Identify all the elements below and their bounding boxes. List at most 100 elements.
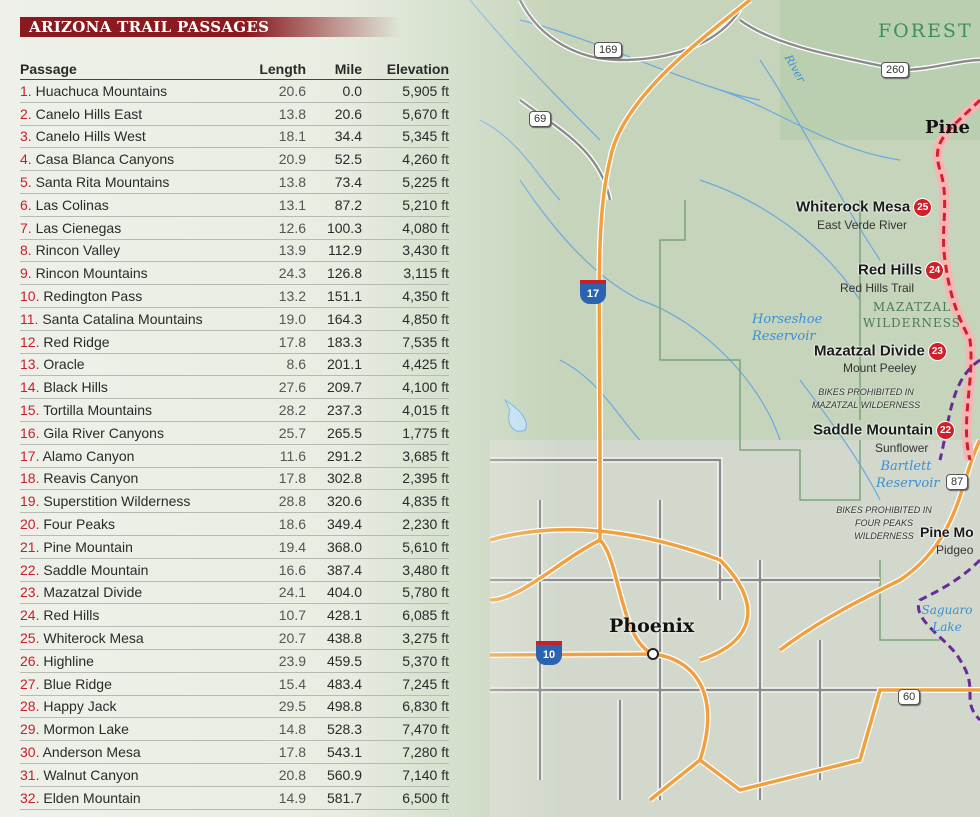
- mile-cell: 498.8: [306, 695, 362, 719]
- length-cell: 8.6: [246, 353, 306, 377]
- passage-cell: 31. Walnut Canyon: [20, 763, 246, 787]
- elevation-cell: 5,610 ft: [362, 535, 449, 559]
- forest-label: FOREST: [878, 20, 973, 42]
- route-69-shield: 69: [529, 111, 552, 127]
- route-87-shield: 87: [946, 474, 969, 490]
- table-row: 15. Tortilla Mountains 28.2 237.3 4,015 ft: [20, 398, 449, 422]
- mile-cell: 183.3: [306, 330, 362, 354]
- bartlett-reservoir-label: Bartlett Reservoir: [876, 459, 940, 491]
- passage-name: Alamo Canyon: [42, 447, 135, 464]
- mile-cell: 459.5: [306, 649, 362, 673]
- passage-cell: 28. Happy Jack: [20, 695, 246, 719]
- elevation-cell: 3,685 ft: [362, 444, 449, 468]
- passage-number: 1.: [20, 82, 32, 99]
- passage-cell: 8. Rincon Valley: [20, 239, 246, 263]
- passage-number: 12.: [20, 333, 40, 350]
- trailhead-mazatzal-divide[interactable]: Mazatzal Divide 23: [814, 342, 947, 361]
- mile-cell: 126.8: [306, 261, 362, 286]
- elevation-cell: 6,500 ft: [362, 786, 449, 810]
- passage-number: 5.: [20, 174, 32, 191]
- trailhead-saddle-mountain[interactable]: Saddle Mountain 22: [813, 421, 955, 440]
- passage-number: 24.: [20, 607, 40, 624]
- mile-cell: 100.3: [306, 216, 362, 240]
- passage-number: 17.: [20, 447, 40, 464]
- interstate-17-shield: 17: [580, 280, 606, 304]
- length-cell: 18.1: [246, 125, 306, 149]
- trailhead-whiterock-mesa[interactable]: Whiterock Mesa 25: [796, 198, 933, 217]
- elevation-cell: 3,480 ft: [362, 558, 449, 582]
- elevation-cell: 1,775 ft: [362, 421, 449, 445]
- mile-cell: 528.3: [306, 717, 362, 742]
- passage-cell: 17. Alamo Canyon: [20, 444, 246, 468]
- phoenix-city-dot: [647, 648, 659, 660]
- passage-number: 18.: [20, 470, 40, 487]
- elevation-cell: 7,245 ft: [362, 672, 449, 696]
- length-cell: 25.7: [246, 421, 306, 445]
- passage-cell: 24. Red Hills: [20, 603, 246, 628]
- passage-number: 25.: [20, 630, 40, 647]
- length-cell: 10.7: [246, 603, 306, 628]
- passage-name: Walnut Canyon: [43, 766, 139, 783]
- table-row: 7. Las Cienegas 12.6 100.3 4,080 ft: [20, 216, 449, 240]
- passage-name: Red Ridge: [43, 333, 110, 350]
- alternate-route: [916, 358, 980, 722]
- mile-cell: 265.5: [306, 421, 362, 445]
- elevation-cell: 4,015 ft: [362, 398, 449, 422]
- passage-name: Las Colinas: [35, 196, 109, 213]
- length-cell: 17.8: [246, 467, 306, 491]
- table-row: 12. Red Ridge 17.8 183.3 7,535 ft: [20, 330, 449, 354]
- col-length: Length: [246, 58, 306, 80]
- passage-badge: 25: [913, 198, 933, 217]
- length-cell: 13.9: [246, 239, 306, 263]
- table-row: 18. Reavis Canyon 17.8 302.8 2,395 ft: [20, 467, 449, 491]
- length-cell: 15.4: [246, 672, 306, 696]
- table-row: 11. Santa Catalina Mountains 19.0 164.3 4,8…: [20, 307, 449, 331]
- table-row: 31. Walnut Canyon 20.8 560.9 7,140 ft: [20, 763, 449, 787]
- table-row: 23. Mazatzal Divide 24.1 404.0 5,780 ft: [20, 581, 449, 605]
- col-elevation: Elevation: [362, 58, 449, 80]
- mile-cell: 387.4: [306, 558, 362, 582]
- passage-number: 30.: [20, 744, 40, 760]
- elevation-cell: 4,425 ft: [362, 353, 449, 377]
- trailhead-red-hills[interactable]: Red Hills 24: [858, 261, 945, 280]
- length-cell: 23.9: [246, 649, 306, 673]
- elevation-cell: 7,535 ft: [362, 330, 449, 354]
- table-row: 32. Elden Mountain 14.9 581.7 6,500 ft: [20, 786, 449, 810]
- passage-name: Elden Mountain: [43, 789, 141, 806]
- table-row: 21. Pine Mountain 19.4 368.0 5,610 ft: [20, 535, 449, 559]
- route-260-shield: 260: [881, 62, 910, 78]
- elevation-cell: 4,350 ft: [362, 284, 449, 308]
- passage-name: Canelo Hills East: [35, 105, 143, 122]
- mile-cell: 151.1: [306, 284, 362, 308]
- passage-name: Redington Pass: [43, 288, 143, 305]
- trailhead-pine-mountain[interactable]: Pine Mo: [920, 524, 974, 540]
- passage-cell: 29. Mormon Lake: [20, 717, 246, 742]
- length-cell: 14.8: [246, 717, 306, 742]
- table-row: 5. Santa Rita Mountains 13.8 73.4 5,225 ft: [20, 170, 449, 194]
- elevation-cell: 5,345 ft: [362, 125, 449, 149]
- mile-cell: 87.2: [306, 193, 362, 217]
- table-row: 20. Four Peaks 18.6 349.4 2,230 ft: [20, 512, 449, 536]
- passage-name: Saddle Mountain: [43, 561, 149, 578]
- passage-name: Canelo Hills West: [35, 128, 146, 145]
- mile-cell: 201.1: [306, 353, 362, 377]
- trailhead-sub: Sunflower: [875, 441, 929, 455]
- passage-name: Las Cienegas: [35, 219, 122, 236]
- passage-cell: 27. Blue Ridge: [20, 672, 246, 696]
- passage-number: 2.: [20, 105, 32, 122]
- elevation-cell: 7,280 ft: [362, 740, 449, 764]
- passage-cell: 14. Black Hills: [20, 375, 246, 400]
- elevation-cell: 7,470 ft: [362, 717, 449, 742]
- table-row: 27. Blue Ridge 15.4 483.4 7,245 ft: [20, 672, 449, 696]
- passage-number: 21.: [20, 538, 40, 555]
- length-cell: 13.1: [246, 193, 306, 217]
- length-cell: 14.9: [246, 786, 306, 810]
- passage-cell: 26. Highline: [20, 649, 246, 673]
- mile-cell: 112.9: [306, 239, 362, 263]
- passage-name: Superstition Wilderness: [43, 493, 191, 510]
- city-phoenix: Phoenix: [609, 615, 695, 637]
- passage-cell: 5. Santa Rita Mountains: [20, 170, 246, 194]
- trailhead-sub: East Verde River: [817, 218, 908, 232]
- length-cell: 19.0: [246, 307, 306, 331]
- table-row: 17. Alamo Canyon 11.6 291.2 3,685 ft: [20, 444, 449, 468]
